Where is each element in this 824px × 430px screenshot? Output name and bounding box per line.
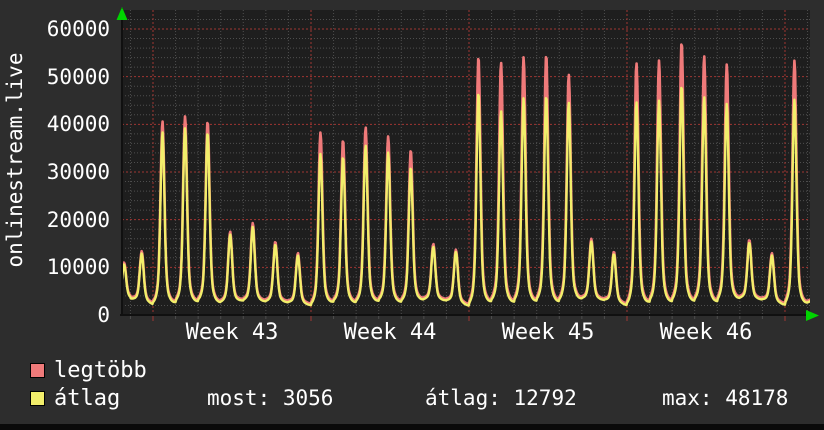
x-tick-label: Week 45: [501, 320, 595, 345]
y-tick-label: 0: [97, 303, 110, 327]
stat-atlag-label: átlag:: [425, 386, 501, 410]
stat-most-label: most:: [207, 386, 271, 410]
x-tick-label: Week 43: [185, 320, 279, 345]
y-tick-label: 30000: [46, 160, 110, 184]
stat-most-value: 3056: [282, 386, 334, 410]
series-line-atlag: [122, 86, 810, 307]
x-tick-label: Week 44: [343, 320, 437, 345]
bottom-border-strip: [0, 424, 824, 430]
y-tick-label: 60000: [46, 17, 110, 41]
stat-most: most: 3056: [207, 386, 334, 410]
legend-label-legtobb: legtöbb: [54, 358, 147, 383]
stat-max: max: 48178: [662, 386, 789, 410]
stat-atlag-value: 12792: [513, 386, 577, 410]
y-tick-label: 10000: [46, 255, 110, 280]
legend-swatch-legtobb: [30, 363, 45, 378]
stat-max-value: 48178: [725, 386, 789, 410]
x-axis-arrow-icon: [806, 310, 819, 321]
y-tick-label: 20000: [46, 207, 110, 232]
y-axis-arrow-icon: [116, 7, 128, 20]
stat-atlag: átlag: 12792: [425, 386, 577, 410]
y-tick-label: 40000: [46, 112, 110, 137]
legend-swatch-atlag: [30, 391, 45, 406]
stat-max-label: max:: [662, 386, 713, 410]
y-tick-label: 50000: [46, 64, 110, 89]
legend-label-atlag: átlag: [54, 386, 121, 411]
x-tick-label: Week 46: [659, 320, 753, 345]
